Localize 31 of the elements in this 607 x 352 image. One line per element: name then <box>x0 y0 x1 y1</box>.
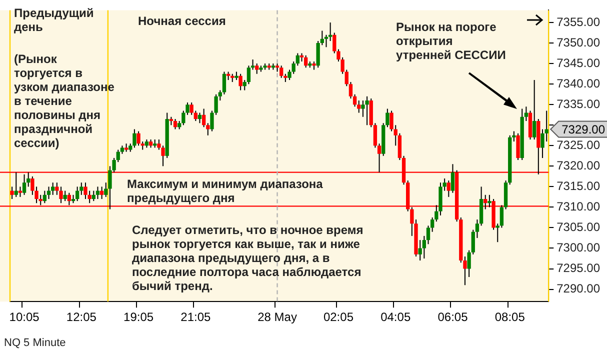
annotation: Максимум и минимум диапазона предыдущего дня <box>127 177 324 205</box>
x-tick-label: 21:05 <box>180 310 211 324</box>
y-tick-label: 7345.00 <box>556 56 600 70</box>
y-tick-label: 7355.00 <box>556 14 600 29</box>
text: NQ 5 Minute <box>4 336 67 350</box>
x-tick-label: 08:05 <box>494 310 526 324</box>
text: 7329.00 <box>562 122 606 137</box>
y-tick-label: 7350.00 <box>556 35 600 50</box>
y-tick-label: 7310.00 <box>556 200 600 214</box>
x-tick-label: 10:05 <box>9 310 40 324</box>
annotation: Следует отметить, что в ночное время рынок торгуется как выше, так и ниже диапазона предыдущего дня, а в последние полтора часа наблюдается бычий тренд. <box>132 223 364 293</box>
x-tick-label: 28 May <box>258 310 297 324</box>
annotation: Ночная сессия <box>138 14 227 28</box>
x-tick-label: 19:05 <box>124 310 154 324</box>
y-tick-label: 7315.00 <box>556 178 600 193</box>
x-tick-label: 04:05 <box>380 310 411 324</box>
y-tick-label: 7325.00 <box>556 138 600 152</box>
y-tick-label: 7340.00 <box>556 76 600 90</box>
x-tick-label: 06:05 <box>438 310 468 324</box>
y-tick-label: 7320.00 <box>556 158 600 172</box>
candlestick <box>300 53 304 62</box>
x-tick-label: 12:05 <box>66 310 97 324</box>
annotation: Предыдущий день <box>14 6 95 34</box>
y-tick-label: 7335.00 <box>556 96 600 111</box>
y-tick-label: 7295.00 <box>556 261 600 276</box>
y-tick-label: 7305.00 <box>556 220 600 234</box>
annotation: Рынок на пороге открытия утренней СЕССИИ <box>396 20 507 62</box>
candlestick <box>71 194 76 204</box>
y-tick-label: 7290.00 <box>556 282 600 296</box>
x-tick-label: 02:05 <box>323 310 354 324</box>
y-tick-label: 7300.00 <box>556 240 600 255</box>
